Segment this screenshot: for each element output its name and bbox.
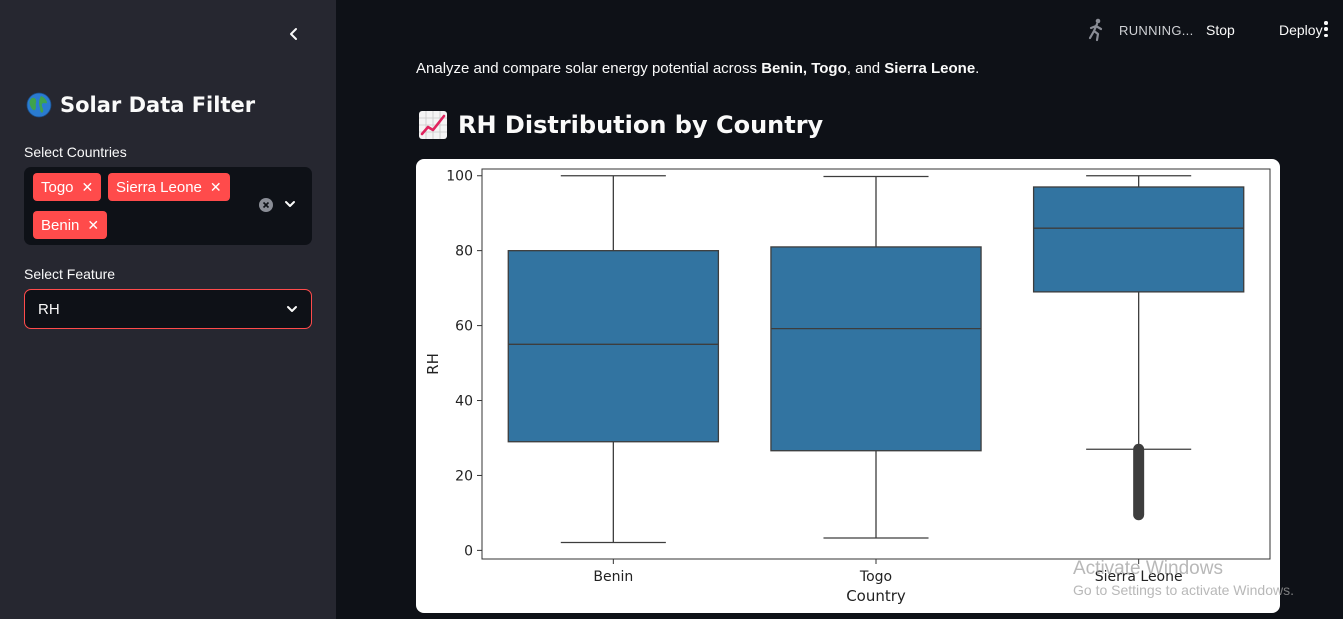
- chevron-down-icon[interactable]: [283, 197, 297, 216]
- intro-prefix: Analyze and compare solar energy potenti…: [416, 60, 762, 77]
- remove-chip-icon[interactable]: ✕: [209, 178, 222, 195]
- section-heading: RH Distribution by Country: [418, 110, 823, 140]
- globe-icon: [26, 92, 52, 118]
- x-tick-label: Togo: [859, 569, 892, 585]
- boxplot-card: Benin Togo Sierra Leone 0 20 40 60 80 100 Country…: [416, 159, 1280, 613]
- main-menu-icon[interactable]: [1323, 21, 1329, 37]
- boxplot-chart: Benin Togo Sierra Leone 0 20 40 60 80 100 Country…: [424, 168, 1271, 605]
- intro-separator: , and: [846, 60, 885, 77]
- top-toolbar: RUNNING... Stop Deploy: [336, 0, 1343, 60]
- chip-country: Sierra Leone ✕: [108, 173, 230, 201]
- y-tick-label: 100: [446, 169, 473, 185]
- deploy-button[interactable]: Deploy: [1279, 22, 1323, 38]
- y-tick-label: 0: [464, 543, 473, 559]
- y-tick-label: 40: [455, 394, 473, 410]
- collapse-sidebar-button[interactable]: [282, 22, 306, 46]
- box-togo: [770, 246, 982, 452]
- stop-button[interactable]: Stop: [1206, 22, 1235, 38]
- intro-country: Sierra Leone: [884, 60, 976, 77]
- sidebar-title: Solar Data Filter: [26, 92, 255, 118]
- intro-country: Benin: [761, 60, 803, 77]
- clear-all-icon[interactable]: [259, 198, 273, 212]
- intro-separator: ,: [802, 60, 812, 77]
- plot-frame: [481, 168, 1271, 560]
- chevron-down-icon: [285, 302, 299, 321]
- x-tick-label: Benin: [593, 569, 633, 585]
- remove-chip-icon[interactable]: ✕: [81, 178, 94, 195]
- chip-country: Benin ✕: [33, 211, 108, 239]
- intro-text: Analyze and compare solar energy potenti…: [416, 60, 979, 77]
- feature-select[interactable]: RH: [24, 289, 312, 329]
- feature-label: Select Feature: [24, 266, 116, 282]
- x-tick-label: Sierra Leone: [1095, 569, 1183, 585]
- intro-country: Togo: [811, 60, 847, 77]
- countries-multiselect[interactable]: Togo ✕ Sierra Leone ✕ Benin ✕: [24, 167, 312, 245]
- chart-increasing-icon: [419, 111, 447, 139]
- sidebar-title-text: Solar Data Filter: [60, 93, 256, 117]
- box-benin: [507, 250, 720, 443]
- y-tick-label: 80: [455, 244, 473, 260]
- chip-label: Benin: [41, 216, 80, 234]
- section-heading-text: RH Distribution by Country: [458, 111, 824, 139]
- chevron-left-icon: [290, 28, 297, 40]
- feature-select-value: RH: [38, 301, 60, 318]
- remove-chip-icon[interactable]: ✕: [87, 216, 100, 233]
- chip-label: Sierra Leone: [116, 178, 202, 196]
- sidebar: Solar Data Filter Select Countries Togo …: [0, 0, 336, 619]
- x-axis-label: Country: [846, 587, 906, 605]
- box-sierra-leone: [1032, 186, 1245, 293]
- intro-suffix: .: [975, 60, 980, 77]
- y-tick-label: 20: [455, 468, 473, 484]
- chip-country: Togo ✕: [33, 173, 102, 201]
- running-man-icon: [1088, 18, 1103, 42]
- running-status: RUNNING...: [1119, 23, 1194, 38]
- chip-label: Togo: [41, 178, 74, 196]
- y-axis-label: RH: [424, 353, 442, 375]
- countries-label: Select Countries: [24, 144, 127, 160]
- y-tick-label: 60: [455, 319, 473, 335]
